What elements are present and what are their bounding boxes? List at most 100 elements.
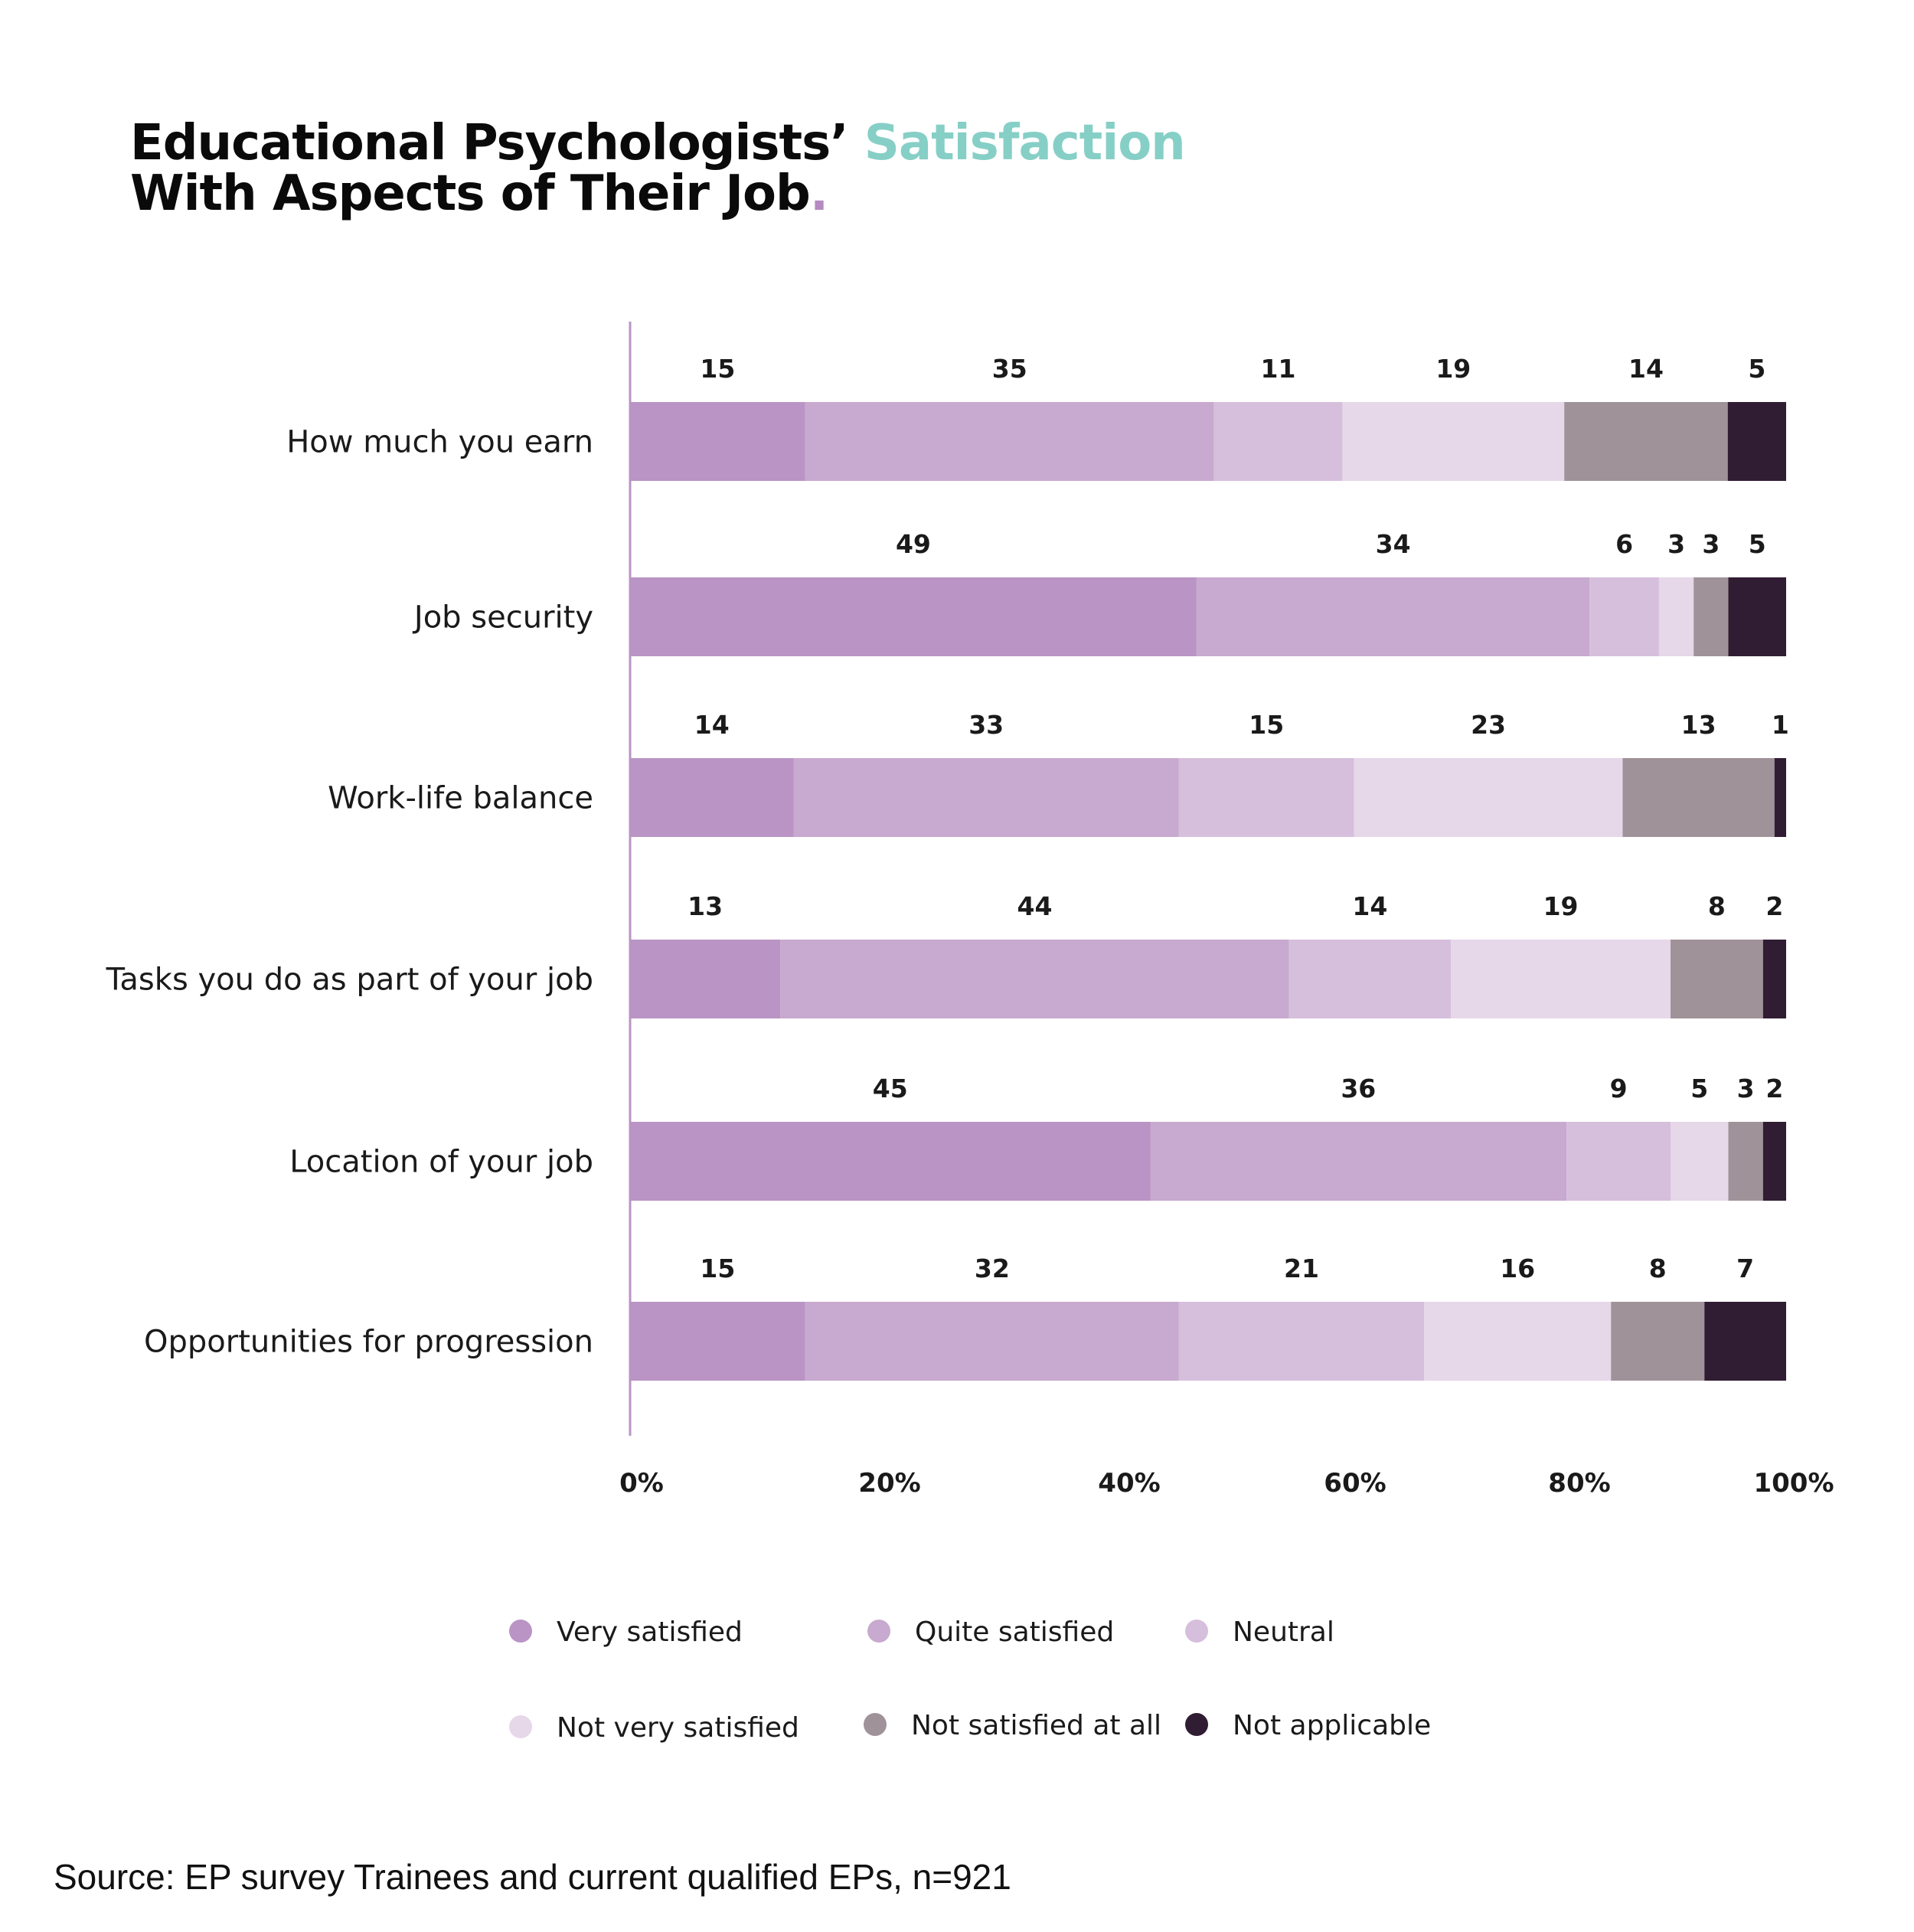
data-label: 14 [1352,891,1387,921]
category-label: Job security [412,600,593,636]
data-label: 44 [1017,891,1053,921]
data-label: 35 [992,354,1027,384]
chart-title-line-1: Educational Psychologists’ Satisfaction [130,115,1185,172]
data-label: 1 [1772,710,1789,740]
category-label: Location of your job [289,1145,593,1180]
bar-segment [630,1122,1151,1201]
bar-segment [1564,402,1728,481]
legend-label: Not applicable [1233,1710,1431,1741]
data-label: 32 [975,1254,1010,1283]
data-label: 23 [1471,710,1506,740]
bar-segment [805,402,1214,481]
bar-segment [1566,1122,1671,1201]
x-tick-label: 20% [858,1468,920,1499]
chart-title-line-2-text: With Aspects of Their Job [130,165,810,222]
legend-label: Very satisfied [557,1617,743,1648]
data-label: 49 [896,529,931,559]
bar-segment [630,402,805,481]
bar-segment [1611,1302,1705,1381]
x-axis-ticks: 0% 20% 40% 60% 80% 100% [619,1468,1834,1499]
data-label: 5 [1690,1074,1708,1103]
data-label: 7 [1736,1254,1754,1283]
bar-segment [1694,577,1729,656]
data-label: 36 [1341,1074,1376,1103]
legend-marker [509,1620,532,1643]
bar-segment [1424,1302,1612,1381]
bar-segment [780,940,1289,1018]
data-label: 9 [1610,1074,1628,1103]
data-label: 19 [1436,354,1471,384]
bar-segment [1213,402,1343,481]
category-label: Tasks you do as part of your job [106,963,593,998]
bar-segment [1342,402,1565,481]
data-label: 2 [1765,891,1783,921]
data-label: 16 [1500,1254,1535,1283]
chart-title-accent: Satisfaction [864,115,1185,172]
bar-segment [1622,758,1775,837]
chart-title-part-1: Educational Psychologists’ [130,115,864,172]
bar-segment [1762,940,1786,1018]
data-label: 15 [700,354,735,384]
bar-segment [1178,758,1354,837]
x-tick-label: 100% [1753,1468,1834,1499]
data-label: 15 [700,1254,735,1283]
bar-segment [630,940,781,1018]
bar-segment [630,1302,805,1381]
data-label: 3 [1667,529,1685,559]
bar-segment [1196,577,1590,656]
legend-label: Not satisfied at all [911,1710,1161,1741]
bar-segment [1774,758,1786,837]
chart-title-dot: . [810,165,828,222]
bar-segment [805,1302,1179,1381]
bar-segment [1451,940,1671,1018]
source-note: Source: EP survey Trainees and current q… [54,1857,1011,1897]
legend: Very satisfied Quite satisfied Neutral Not … [509,1617,1431,1744]
legend-marker [864,1713,887,1736]
data-label: 33 [968,710,1004,740]
bar-segment [1671,1122,1729,1201]
data-label: 8 [1649,1254,1667,1283]
data-label: 21 [1284,1254,1319,1283]
data-label: 2 [1765,1074,1783,1103]
legend-label: Not very satisfied [557,1712,799,1744]
x-tick-label: 0% [619,1468,664,1499]
data-label: 6 [1615,529,1633,559]
data-label: 14 [1628,354,1664,384]
data-label: 15 [1249,710,1284,740]
x-tick-label: 80% [1548,1468,1610,1499]
chart-title-line-2: With Aspects of Their Job. [130,165,828,222]
category-label: Opportunities for progression [144,1325,593,1360]
data-label: 13 [1681,710,1716,740]
category-label: How much you earn [286,425,593,460]
legend-label: Quite satisfied [915,1617,1114,1648]
data-label: 45 [873,1074,908,1103]
legend-marker [867,1620,890,1643]
bar-segment [1671,940,1763,1018]
bar-segment [1727,402,1786,481]
bar-segment [1589,577,1659,656]
x-tick-label: 60% [1324,1468,1386,1499]
bar-segment [793,758,1179,837]
data-label: 11 [1261,354,1296,384]
data-label: 34 [1376,529,1411,559]
bar-segment [630,758,794,837]
data-label: 3 [1737,1074,1755,1103]
bar-segment [1150,1122,1567,1201]
data-label: 5 [1748,354,1765,384]
bar-segment [1354,758,1623,837]
data-label: 5 [1749,529,1766,559]
bar-segment [1762,1122,1786,1201]
x-tick-label: 40% [1098,1468,1160,1499]
bar-segment [1728,577,1786,656]
data-label: 19 [1543,891,1579,921]
data-label: 8 [1708,891,1726,921]
data-label: 14 [694,710,730,740]
legend-marker [1185,1620,1208,1643]
data-label: 3 [1702,529,1720,559]
legend-marker [509,1715,532,1738]
legend-label: Neutral [1233,1617,1334,1648]
legend-marker [1185,1713,1208,1736]
bar-segment [1289,940,1452,1018]
